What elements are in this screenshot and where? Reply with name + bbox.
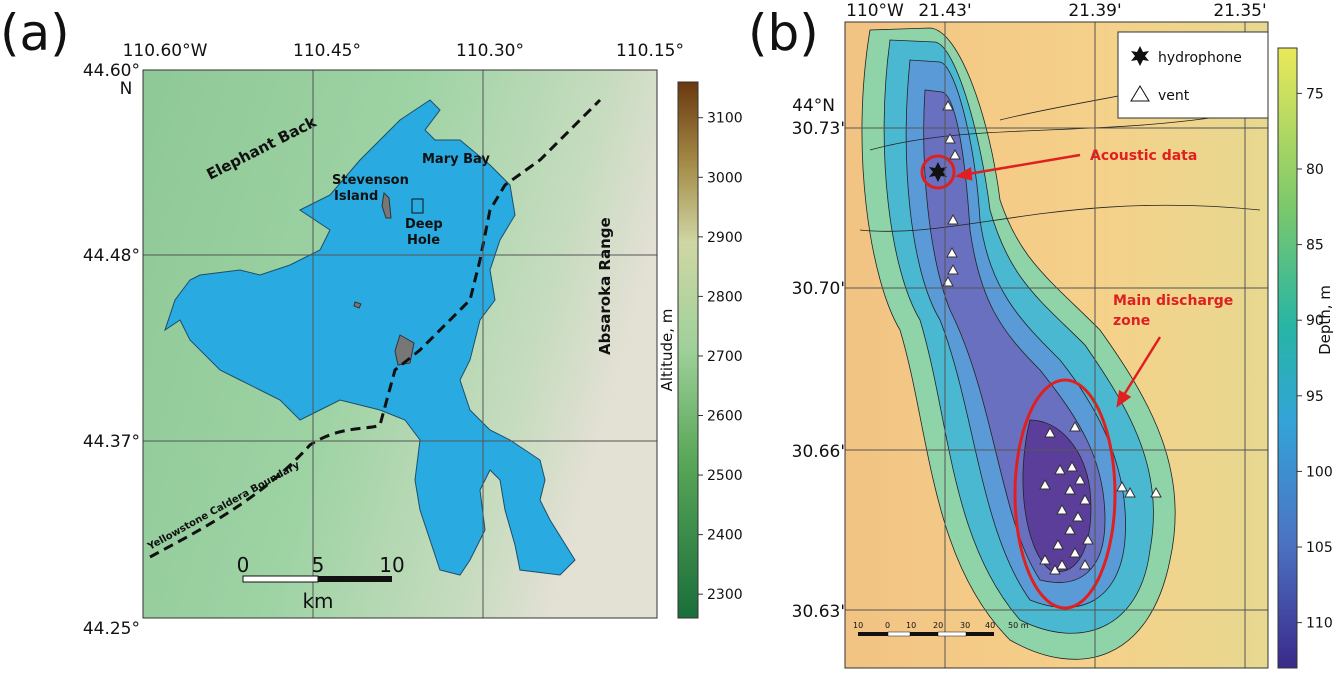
arrows (954, 153, 1162, 408)
lon-label: 110°W (846, 1, 904, 21)
lon-label: 21.39' (1068, 1, 1121, 21)
lat-label: 44.37° (83, 432, 140, 452)
scale-label: 0 (237, 553, 250, 577)
lat-label: 44.48° (83, 246, 140, 266)
colorbar-tick-label: 2700 (707, 349, 743, 365)
annotation: Acoustic data (1090, 148, 1197, 164)
colorbar-tick-label: 110 (1306, 616, 1333, 632)
place-label: Island (334, 189, 378, 204)
lon-labels: 110.60°W 110.45° 110.30° 110.15° 44.60° … (83, 41, 684, 639)
lon-label: 110.45° (293, 41, 361, 61)
legend-label: hydrophone (1158, 50, 1242, 66)
lat-label: 44°N (792, 96, 835, 116)
scale-label: 20 (933, 621, 943, 630)
lat-label: 44.60° (83, 61, 140, 81)
lon-label: 110.60°W (123, 41, 208, 61)
lat-label: N (120, 79, 133, 99)
deep-hole-box (411, 198, 424, 214)
vents (942, 99, 1162, 575)
scale-label: 10 (853, 621, 863, 630)
scale-label: km (302, 589, 333, 613)
annotation: zone (1113, 313, 1150, 329)
place-label: Mary Bay (422, 152, 490, 167)
legend-marker (1131, 46, 1149, 66)
colorbar-tick-label: 75 (1306, 86, 1324, 102)
graticule (143, 70, 657, 618)
place-label: Stevenson (332, 173, 409, 188)
colorbar-tick-label: 80 (1306, 162, 1324, 178)
colorbar-tick-label: 3000 (707, 170, 743, 186)
scale-label: 40 (985, 621, 995, 630)
legend-label: vent (1158, 88, 1190, 104)
frame (142, 69, 658, 619)
colorbar (1277, 47, 1298, 669)
panel-label: (a) (0, 4, 70, 62)
lat-label: 30.70' (792, 279, 845, 299)
annotation: Main discharge (1113, 293, 1233, 309)
highlight (1013, 378, 1117, 610)
scale-bar (858, 631, 994, 637)
colorbar-tick-label: 2400 (707, 528, 743, 544)
scale-label: 0 (885, 621, 890, 630)
caldera-boundary (149, 98, 602, 559)
lon-label: 21.35' (1213, 1, 1266, 21)
hydrophone (929, 162, 947, 182)
place-label: Hole (407, 233, 440, 248)
colorbar-tick-label: 2600 (707, 409, 743, 425)
lat-label: 30.63' (792, 602, 845, 622)
legend (1117, 31, 1269, 119)
scale-labels: 10 0 10 20 30 40 50 m (853, 621, 1029, 630)
colorbar-tick-label: 3100 (707, 111, 743, 127)
colorbar-title: Depth, m (1316, 285, 1334, 355)
colorbar (677, 81, 699, 619)
lon-label: 110.15° (616, 41, 684, 61)
colorbar-title: Altitude, m (658, 309, 676, 392)
frame (844, 21, 1269, 669)
lat-label: 30.73' (792, 119, 845, 139)
colorbar-tick-label: 105 (1306, 540, 1333, 556)
colorbar-tick-label: 2900 (707, 230, 743, 246)
scale-label: 30 (960, 621, 970, 630)
lake (164, 99, 576, 576)
colorbar-tick-label: 95 (1306, 389, 1324, 405)
legend-marker (1130, 85, 1150, 102)
scale-bar (242, 575, 319, 583)
colorbar-tick-label: 90 (1306, 313, 1324, 329)
colorbar-tick-label: 2300 (707, 587, 743, 603)
panel-label: (b) (748, 4, 819, 62)
colorbar-tick-label: 100 (1306, 464, 1333, 480)
lon-label: 110.30° (456, 41, 524, 61)
scale-label: 10 (906, 621, 916, 630)
colorbar-tick-label: 2500 (707, 468, 743, 484)
place-label: Absaroka Range (596, 217, 614, 355)
place-label: Deep (405, 217, 443, 232)
graticule (845, 22, 1268, 668)
scale-label: 5 (312, 553, 325, 577)
axis-labels: 110°W 21.43' 21.39' 21.35' 44°N 30.73' 3… (792, 1, 1267, 622)
scale-label: 10 (379, 553, 404, 577)
colorbar-tick-label: 2800 (707, 289, 743, 305)
highlight (920, 154, 956, 190)
lat-label: 44.25° (83, 619, 140, 639)
lat-label: 30.66' (792, 442, 845, 462)
lon-label: 21.43' (918, 1, 971, 21)
colorbar-tick-label: 85 (1306, 238, 1324, 254)
scale-bar (318, 576, 392, 582)
scale-label: 50 m (1008, 621, 1029, 630)
